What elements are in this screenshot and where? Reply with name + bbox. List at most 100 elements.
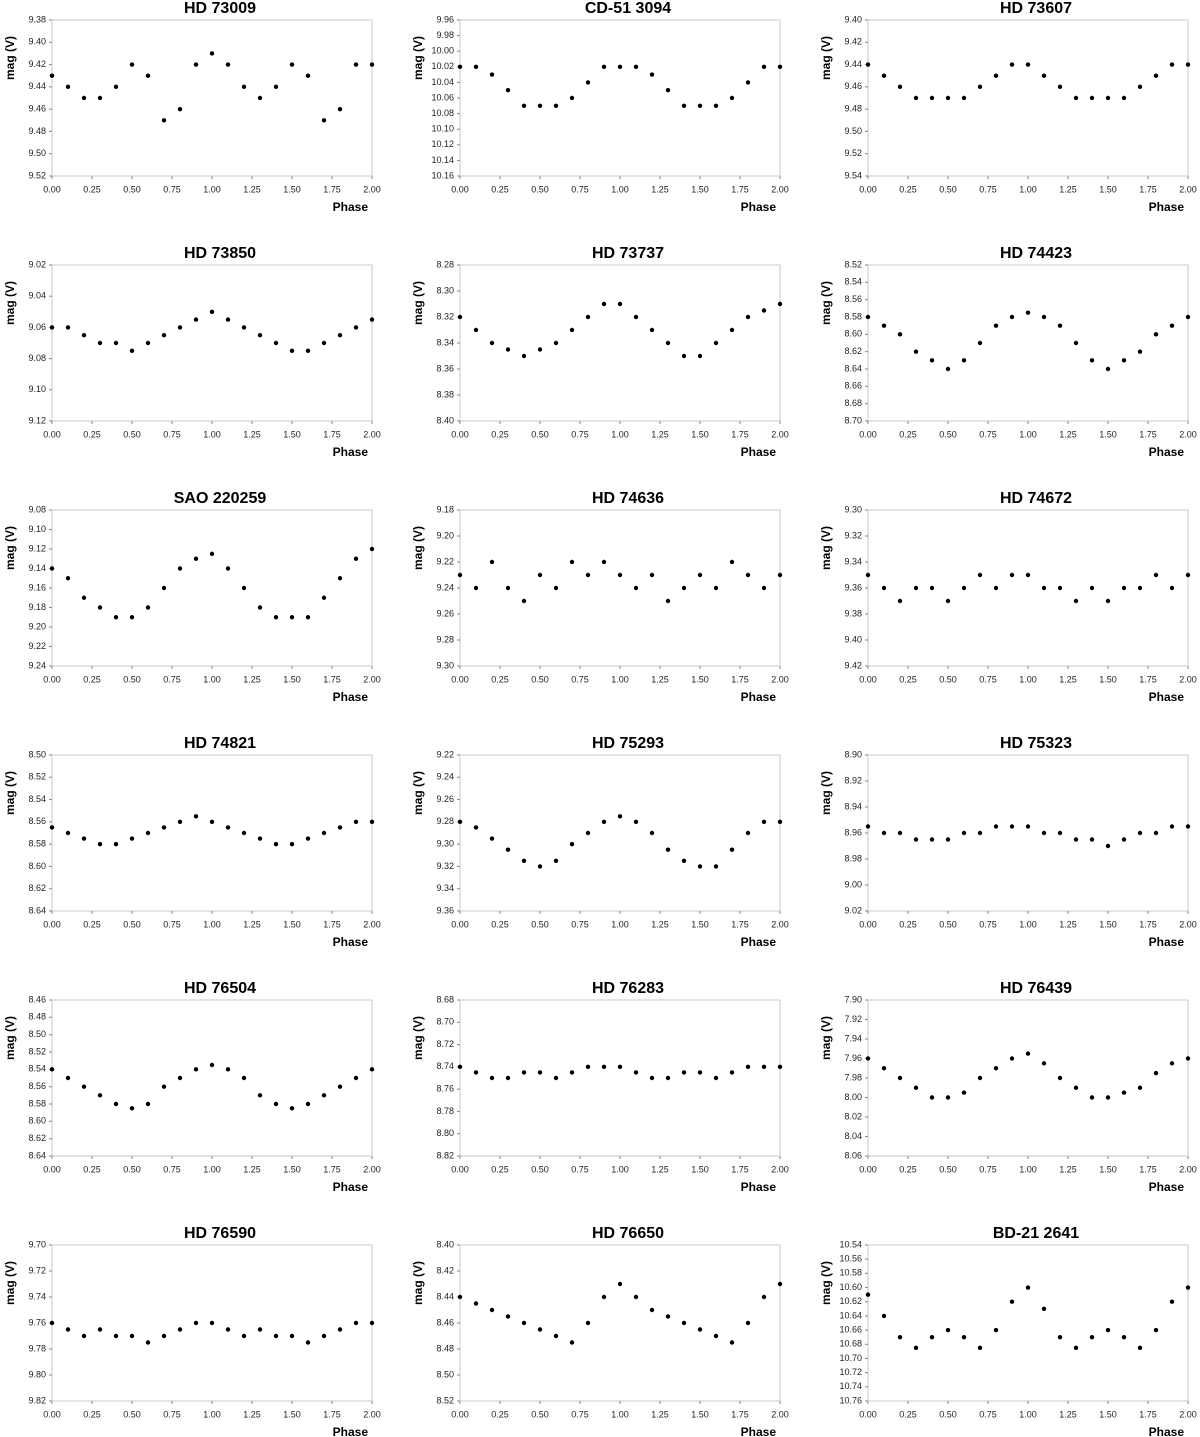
data-point [993,323,999,328]
x-tick-label: 1.00 [611,674,629,684]
y-tick-label: 9.24 [436,772,454,782]
data-point [1121,95,1127,101]
chart-title: HD 76439 [1000,980,1072,997]
data-point [225,317,231,322]
data-point [273,340,279,346]
data-point [1073,340,1079,346]
x-tick-label: 1.50 [283,1164,301,1174]
data-point [897,1334,903,1340]
data-point [697,103,703,109]
y-tick-label: 9.82 [28,1395,46,1405]
data-point [49,1320,55,1326]
data-point [993,824,999,829]
y-tick-label: 8.96 [844,827,862,837]
y-tick-label: 8.56 [28,816,46,826]
x-tick-label: 1.00 [611,184,629,194]
data-point [1009,62,1015,67]
data-point [897,598,903,604]
y-tick-label: 8.62 [844,346,862,356]
data-point [913,95,919,101]
x-tick-label: 0.50 [123,184,141,194]
y-axis-label: mag (V) [3,526,17,570]
panel: HD 73737 mag (V) Phase 8.28 8.30 8.32 8.34 8.36… [411,245,789,459]
data-point [761,819,767,825]
data-point [993,1327,999,1333]
data-point [553,585,559,591]
data-point [161,118,167,123]
data-point [225,566,231,571]
data-point [1153,1070,1159,1076]
data-point [521,353,527,359]
x-tick-label: 2.00 [363,184,381,194]
data-point [489,1075,495,1081]
data-point [161,825,167,830]
y-tick-label: 8.68 [436,994,454,1004]
data-point [993,73,999,78]
data-point [81,595,87,600]
y-tick-label: 9.14 [28,563,46,573]
data-point [729,327,735,333]
x-tick-label: 1.50 [691,184,709,194]
data-point [321,1093,327,1098]
data-point [369,546,375,552]
data-point [289,62,295,67]
data-point [585,314,591,320]
plot-frame [51,509,373,667]
data-point [1089,1334,1095,1340]
y-tick-label: 8.66 [844,381,862,391]
y-tick-label: 10.16 [431,170,454,180]
y-tick-label: 8.52 [436,1395,454,1405]
data-point [1169,824,1175,829]
data-point [1169,1299,1175,1304]
y-tick-label: 9.38 [844,608,862,618]
x-axis-label: Phase [333,445,369,459]
data-point [713,1075,719,1081]
data-point [289,1333,295,1339]
y-tick-label: 9.36 [844,582,862,592]
data-point [1185,1056,1191,1061]
y-tick-label: 9.10 [28,384,46,394]
x-tick-label: 2.00 [1179,674,1197,684]
data-point [1089,358,1095,363]
data-point [913,585,919,591]
data-point [209,51,215,56]
data-point [145,340,151,346]
plot-frame [867,264,1189,422]
y-tick-label: 7.90 [844,994,862,1004]
data-point [897,1075,903,1081]
data-point [585,1320,591,1326]
y-tick-label: 10.68 [839,1339,862,1349]
x-tick-label: 0.00 [43,184,61,194]
data-point [537,1327,543,1332]
y-tick-label: 9.54 [844,170,862,180]
x-tick-label: 2.00 [1179,429,1197,439]
panel: SAO 220259 mag (V) Phase 9.08 9.10 9.12 9.14 9.… [3,490,381,704]
y-tick-label: 10.66 [839,1324,862,1334]
x-axis-label: Phase [333,1425,369,1437]
y-tick-label: 9.26 [436,608,454,618]
y-tick-label: 9.12 [28,543,46,553]
data-point [977,572,983,578]
x-tick-label: 1.50 [283,429,301,439]
y-tick-label: 8.92 [844,775,862,785]
x-tick-label: 0.75 [979,429,997,439]
x-tick-label: 0.50 [123,1409,141,1419]
data-point [257,333,263,338]
chart-title: HD 73607 [1000,0,1072,17]
x-tick-label: 1.50 [691,429,709,439]
data-point [913,349,919,354]
y-axis-label: mag (V) [3,1016,17,1060]
y-tick-label: 10.58 [839,1268,862,1278]
data-point [961,95,967,101]
data-point [665,1075,671,1081]
data-point [537,572,543,578]
y-tick-label: 8.28 [436,259,454,269]
y-tick-label: 8.70 [844,415,862,425]
data-point [617,64,623,70]
x-axis-label: Phase [741,690,777,704]
x-tick-label: 0.75 [979,1164,997,1174]
x-tick-label: 0.50 [939,184,957,194]
data-point [257,1093,263,1098]
x-tick-label: 0.00 [859,429,877,439]
y-tick-label: 9.80 [28,1369,46,1379]
